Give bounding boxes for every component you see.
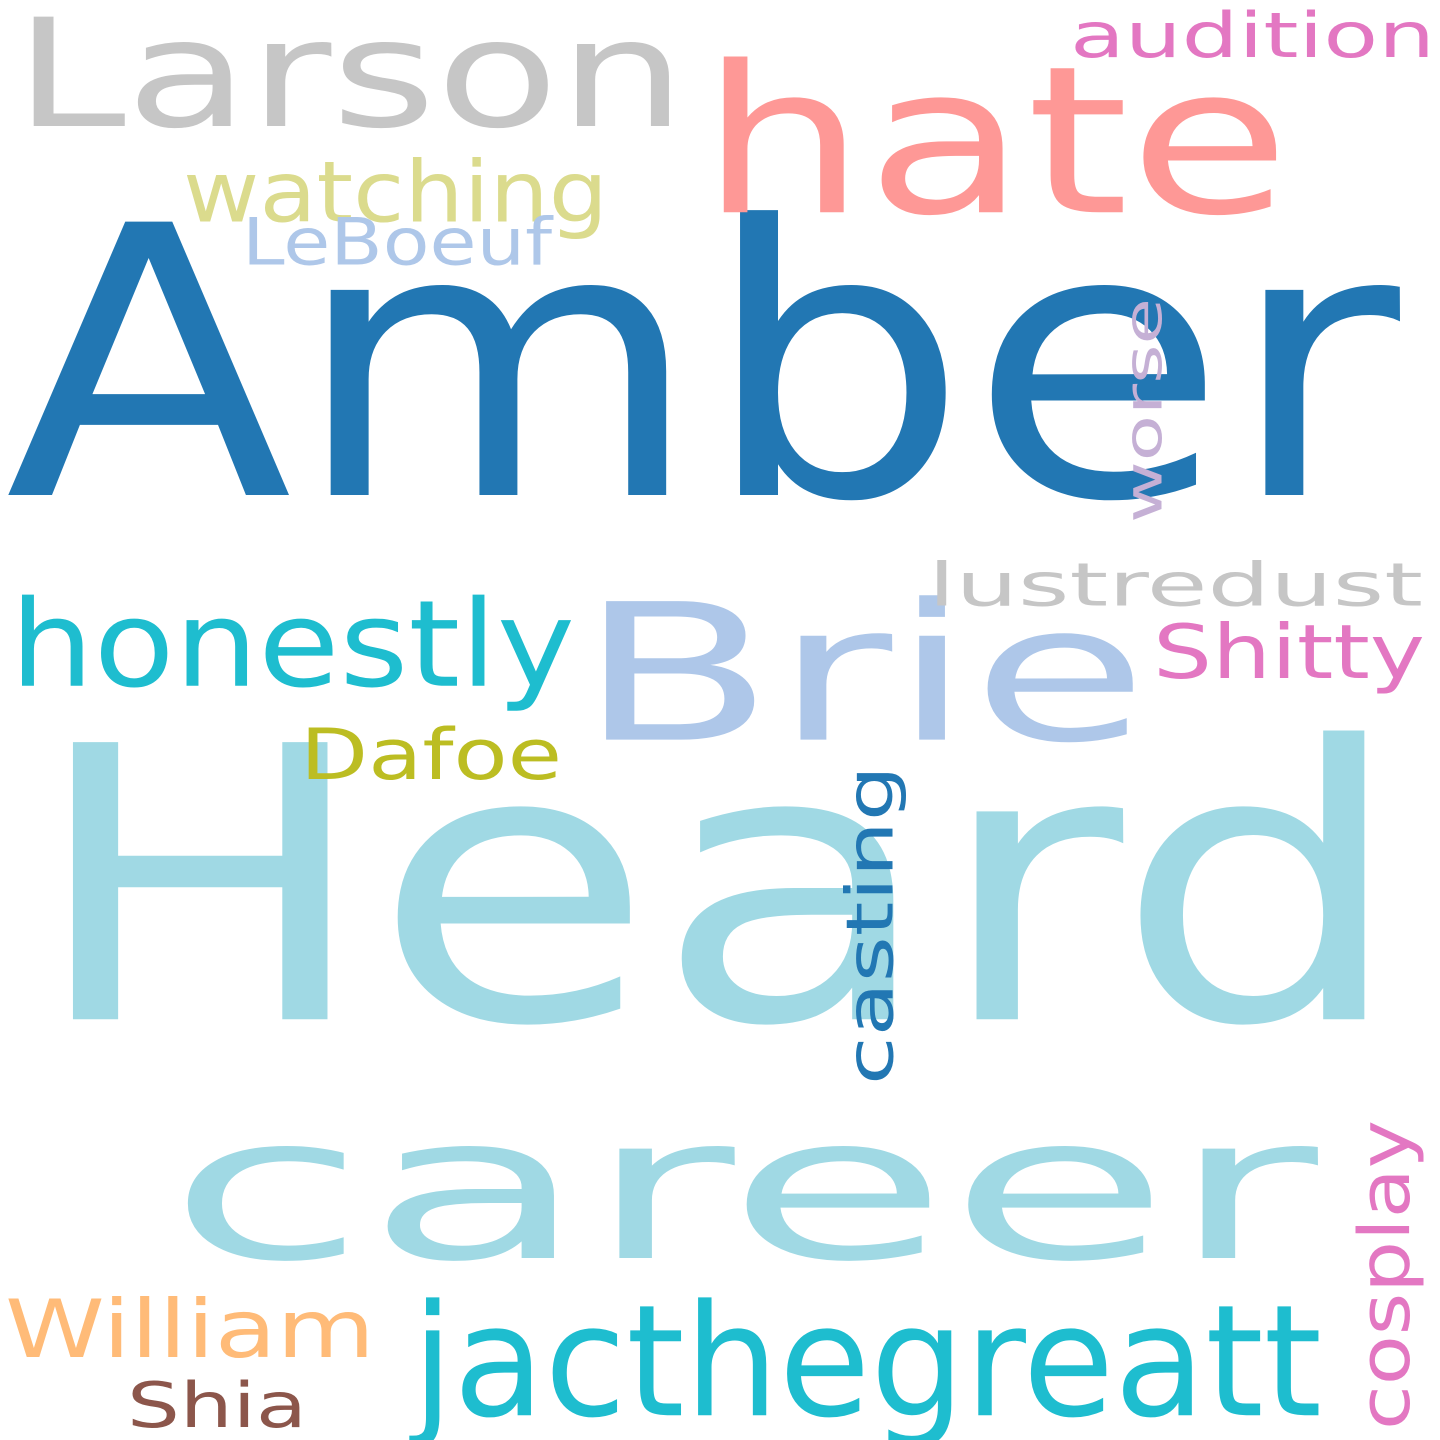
word-heard: Heard bbox=[28, 665, 1406, 1111]
word-cosplay: cosplay bbox=[1343, 1120, 1426, 1430]
word-audition: audition bbox=[1070, 0, 1435, 72]
word-amber: Amber bbox=[5, 146, 1401, 585]
word-shitty: Shitty bbox=[1153, 608, 1425, 696]
word-worse: worse bbox=[1113, 298, 1175, 523]
word-larson: Larson bbox=[14, 0, 686, 162]
word-career: career bbox=[168, 1072, 1318, 1306]
word-shia: Shia bbox=[127, 1369, 307, 1440]
word-leboeuf: LeBoeuf bbox=[242, 204, 552, 281]
word-watching: watching bbox=[183, 142, 608, 242]
word-jacthegreatt: jacthegreatt bbox=[412, 1271, 1322, 1440]
word-lustredust: lustredust bbox=[928, 549, 1423, 620]
word-dafoe: Dafoe bbox=[300, 713, 562, 796]
word-honestly: honestly bbox=[10, 574, 575, 715]
word-casting: casting bbox=[832, 765, 909, 1085]
word-hate: hate bbox=[700, 21, 1290, 262]
word-william: William bbox=[5, 1282, 375, 1377]
word-brie: Brie bbox=[578, 562, 1148, 786]
